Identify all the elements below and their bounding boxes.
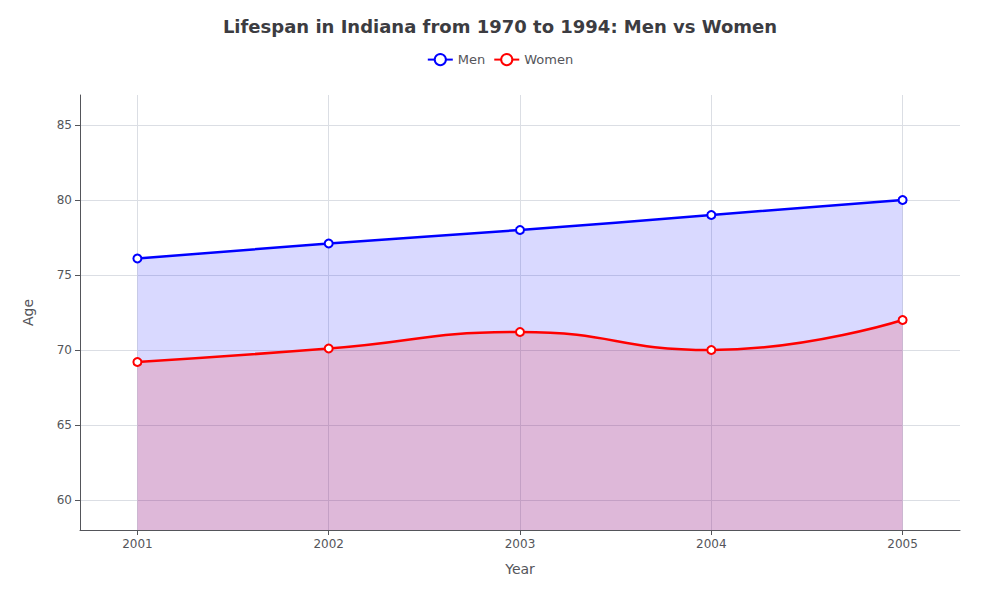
svg-text:2001: 2001 bbox=[122, 537, 153, 551]
svg-text:Men: Men bbox=[458, 52, 485, 67]
svg-text:Year: Year bbox=[504, 561, 535, 577]
svg-text:75: 75 bbox=[57, 268, 72, 282]
svg-text:2004: 2004 bbox=[696, 537, 727, 551]
svg-text:Women: Women bbox=[524, 52, 573, 67]
svg-text:2003: 2003 bbox=[505, 537, 536, 551]
svg-text:60: 60 bbox=[57, 493, 72, 507]
svg-text:2002: 2002 bbox=[313, 537, 344, 551]
svg-text:2005: 2005 bbox=[887, 537, 918, 551]
svg-text:80: 80 bbox=[57, 193, 72, 207]
svg-text:Age: Age bbox=[20, 299, 36, 326]
svg-text:Lifespan in Indiana from 1970: Lifespan in Indiana from 1970 to 1994: M… bbox=[223, 16, 777, 37]
svg-text:65: 65 bbox=[57, 418, 72, 432]
svg-text:85: 85 bbox=[57, 118, 72, 132]
svg-text:70: 70 bbox=[57, 343, 72, 357]
